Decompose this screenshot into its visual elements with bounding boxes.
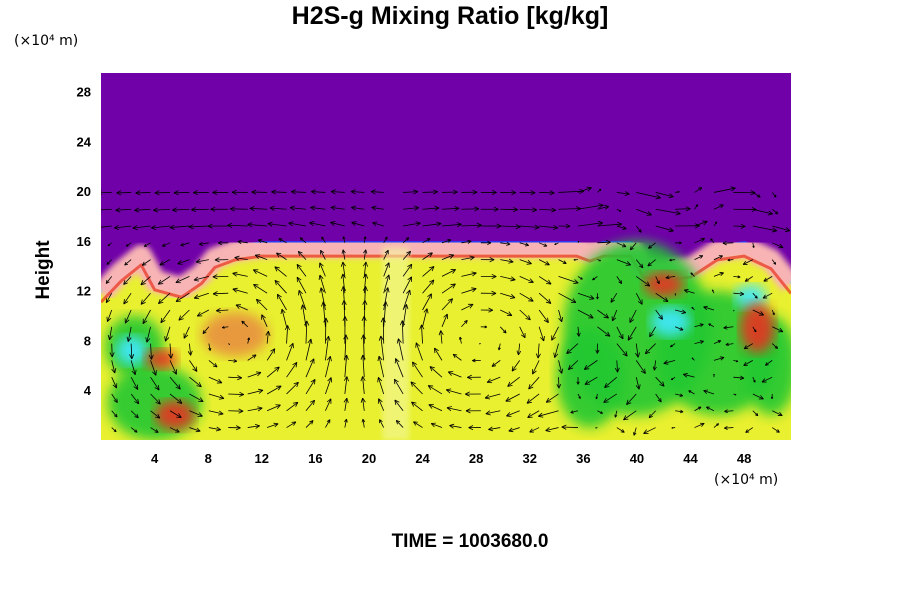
- x-tick-label: 40: [630, 451, 644, 466]
- field-patch-2: [556, 328, 624, 428]
- x-tick-label: 32: [523, 451, 537, 466]
- y-tick-label: 12: [77, 284, 91, 299]
- x-tick-label: 36: [576, 451, 590, 466]
- y-tick-label: 16: [77, 234, 91, 249]
- field-patch-11: [145, 349, 178, 370]
- central-streak: [382, 247, 410, 440]
- x-tick-label: 16: [308, 451, 322, 466]
- field-patch-12: [643, 272, 684, 297]
- chart-title: H2S-g Mixing Ratio [kg/kg]: [291, 2, 609, 30]
- x-tick-label: 48: [737, 451, 751, 466]
- x-tick-label: 4: [151, 451, 159, 466]
- y-tick-label: 20: [77, 184, 91, 199]
- x-tick-label: 28: [469, 451, 483, 466]
- field-patch-8: [734, 284, 767, 310]
- x-tick-label: 44: [683, 451, 698, 466]
- x-tick-label: 20: [362, 451, 376, 466]
- field-patch-10: [154, 400, 195, 431]
- y-tick-label: 8: [84, 333, 91, 348]
- x-tick-label: 24: [415, 451, 430, 466]
- wind-vectors: [101, 186, 791, 436]
- time-label: TIME = 1003680.0: [391, 531, 549, 552]
- x-tick-label: 8: [205, 451, 212, 466]
- y-tick-label: 24: [77, 134, 92, 149]
- x-unit-label: (×10⁴ m): [714, 472, 779, 488]
- field-patch-4: [107, 365, 202, 440]
- y-unit-label: (×10⁴ m): [14, 33, 79, 49]
- x-tick-label: 12: [255, 451, 269, 466]
- y-tick-label: 4: [84, 383, 92, 398]
- field-patch-9: [201, 311, 269, 357]
- y-tick-label: 28: [77, 85, 91, 100]
- field-patch-13: [740, 303, 775, 353]
